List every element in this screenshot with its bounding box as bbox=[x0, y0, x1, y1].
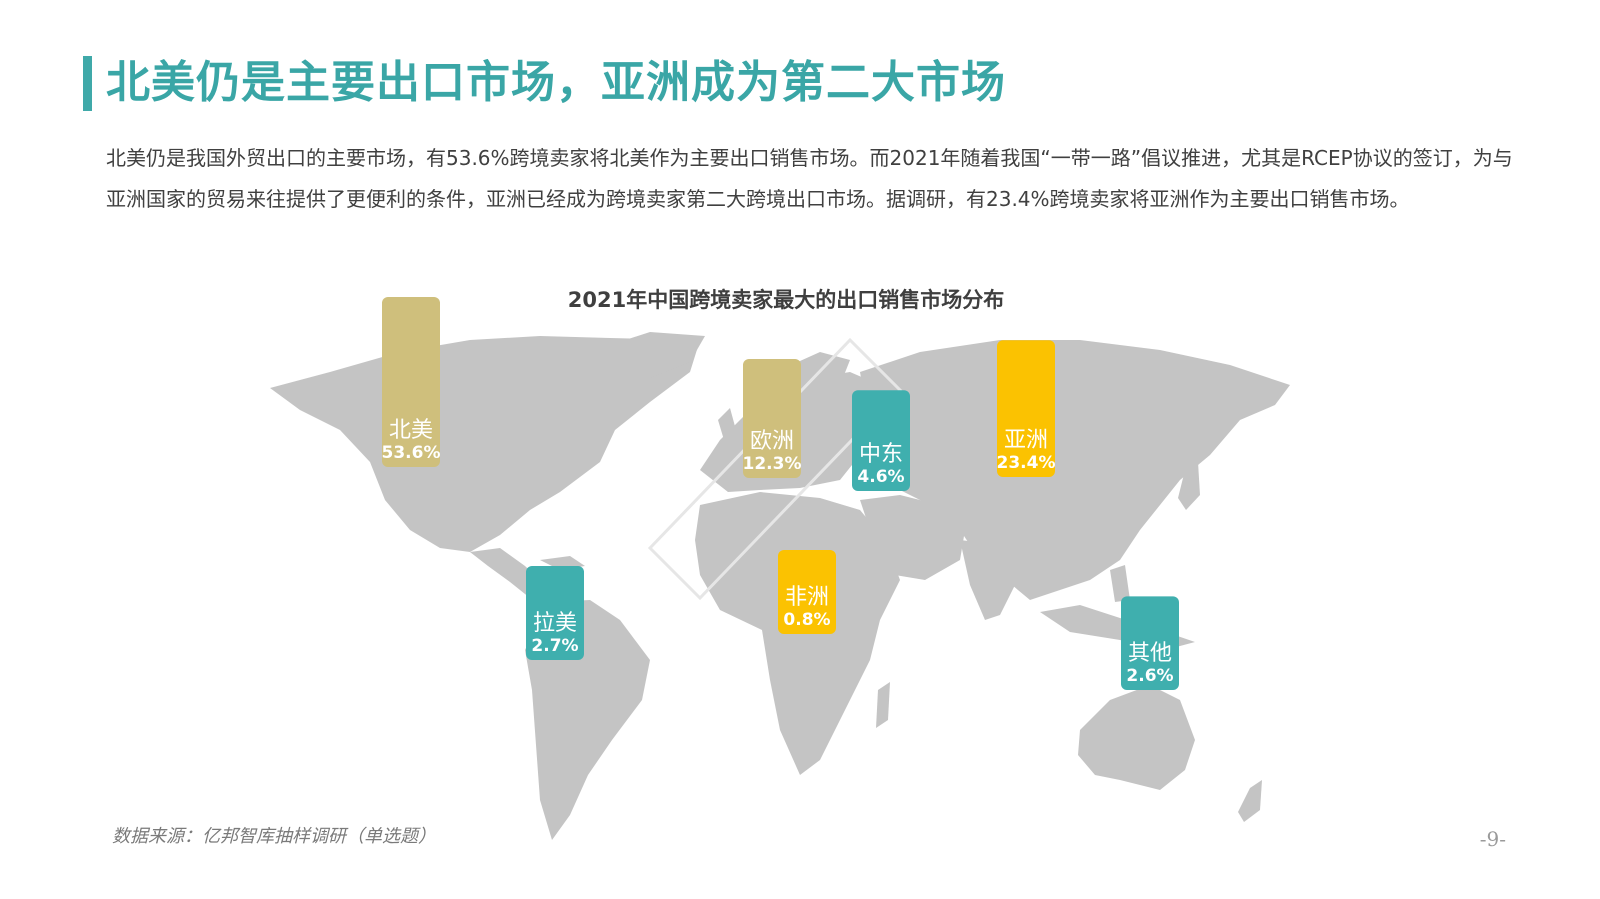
title-accent-bar bbox=[83, 56, 92, 111]
intro-paragraph: 北美仍是我国外贸出口的主要市场，有53.6%跨境卖家将北美作为主要出口销售市场。… bbox=[106, 146, 1513, 211]
bar-category-label: 亚洲 bbox=[1004, 428, 1048, 453]
asia-shape bbox=[860, 340, 1290, 600]
bar-value-label: 12.3% bbox=[743, 454, 802, 474]
bar-value-label: 2.6% bbox=[1126, 666, 1173, 686]
bar-category-label: 拉美 bbox=[533, 611, 577, 636]
market-bar-5: 拉美2.7% bbox=[526, 566, 584, 660]
bar-category-label: 欧洲 bbox=[750, 429, 794, 454]
bar-rect bbox=[1121, 596, 1179, 690]
new-zealand-shape bbox=[1238, 780, 1262, 822]
bar-category-label: 中东 bbox=[859, 442, 903, 467]
bar-category-label: 北美 bbox=[389, 418, 433, 443]
north-america-shape bbox=[270, 336, 700, 552]
bar-category-label: 其他 bbox=[1128, 641, 1172, 666]
bar-rect bbox=[743, 359, 801, 478]
bar-value-label: 4.6% bbox=[857, 467, 904, 487]
india-shape bbox=[960, 540, 1020, 620]
uk-shape bbox=[718, 408, 736, 440]
bar-value-label: 0.8% bbox=[783, 610, 830, 630]
bar-rect bbox=[852, 390, 910, 491]
middle-east-shape bbox=[860, 495, 965, 580]
page-number: -9- bbox=[1479, 827, 1506, 851]
bar-rect bbox=[382, 297, 440, 467]
japan-shape bbox=[1178, 462, 1200, 510]
greenland-shape bbox=[610, 332, 705, 378]
bar-category-label: 非洲 bbox=[785, 585, 829, 610]
market-bar-6: 非洲0.8% bbox=[778, 550, 836, 634]
australia-shape bbox=[1078, 685, 1195, 790]
bar-value-label: 2.7% bbox=[531, 636, 578, 656]
bar-rect bbox=[997, 340, 1055, 477]
bar-rect bbox=[778, 550, 836, 634]
chart-title: 2021年中国跨境卖家最大的出口销售市场分布 bbox=[0, 284, 1600, 314]
market-bar-3: 中东4.6% bbox=[852, 390, 910, 491]
bar-rect bbox=[526, 566, 584, 660]
chart-title-text: 2021年中国跨境卖家最大的出口销售市场分布 bbox=[567, 288, 1005, 312]
bar-value-label: 23.4% bbox=[997, 453, 1056, 473]
madagascar-shape bbox=[876, 682, 890, 728]
page-title: 北美仍是主要出口市场，亚洲成为第二大市场 bbox=[106, 57, 1006, 108]
market-bar-7: 其他2.6% bbox=[1121, 596, 1179, 690]
data-source: 数据来源：亿邦智库抽样调研（单选题） bbox=[112, 826, 436, 847]
bar-value-label: 53.6% bbox=[382, 443, 441, 463]
philippines-shape bbox=[1110, 565, 1130, 602]
